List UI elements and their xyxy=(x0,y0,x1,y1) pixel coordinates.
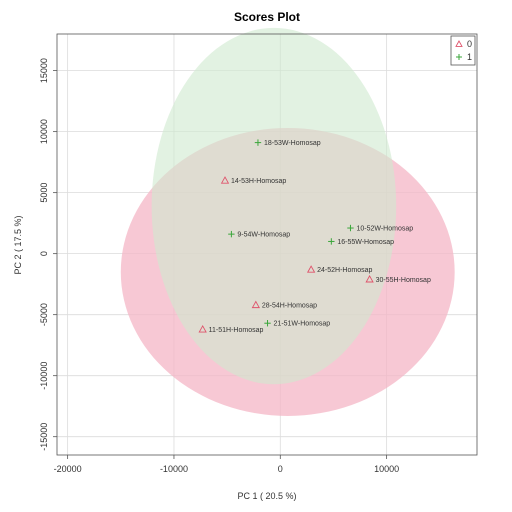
legend-label-0: 0 xyxy=(467,39,472,49)
x-axis-label: PC 1 ( 20.5 %) xyxy=(237,491,296,501)
y-tick-label: 10000 xyxy=(39,119,49,144)
x-tick-label: 10000 xyxy=(374,464,399,474)
point-marker-group-0 xyxy=(251,300,261,309)
legend: 01 xyxy=(450,35,476,66)
x-tick-label: -10000 xyxy=(160,464,188,474)
point-label: 14-53H-Homosap xyxy=(231,178,286,185)
y-tick-label: 5000 xyxy=(39,183,49,203)
x-tick-label: -20000 xyxy=(54,464,82,474)
point-marker-group-0 xyxy=(365,274,374,283)
y-tick-label: 0 xyxy=(39,251,49,256)
point-marker-group-1 xyxy=(228,230,235,238)
x-tick-label: 0 xyxy=(278,464,283,474)
y-tick-label: -10000 xyxy=(39,362,49,390)
point-marker-group-0 xyxy=(306,265,316,273)
y-axis-label: PC 2 ( 17.5 %) xyxy=(13,215,23,274)
point-marker-group-0 xyxy=(198,324,207,333)
y-tick-label: -15000 xyxy=(39,423,49,451)
chart-title: Scores Plot xyxy=(234,10,300,24)
point-label: 24-52H-Homosap xyxy=(317,267,372,274)
ellipse-group-1 xyxy=(151,27,397,385)
point-marker-group-0 xyxy=(220,176,230,184)
point-label: 16-55W-Homosap xyxy=(337,239,394,246)
point-label: 11-51H-Homosap xyxy=(209,327,264,334)
point-label: 28-54H-Homosap xyxy=(262,302,317,309)
point-label: 10-52W-Homosap xyxy=(356,226,413,233)
plot-area: 14-53H-Homosap 24-52H-Homosap 30-55H-Homos… xyxy=(39,27,478,474)
point-label: 18-53W-Homosap xyxy=(264,140,321,147)
legend-label-1: 1 xyxy=(467,52,472,62)
point-marker-group-1 xyxy=(264,320,271,327)
legend-box xyxy=(450,35,476,66)
legend-marker-1 xyxy=(456,54,462,60)
legend-marker-0 xyxy=(455,40,463,47)
plot-border xyxy=(56,33,478,456)
y-tick-label: 15000 xyxy=(39,58,49,83)
point-label: 30-55H-Homosap xyxy=(376,277,431,284)
point-marker-group-1 xyxy=(254,139,262,146)
point-marker-group-1 xyxy=(347,224,354,232)
point-label: 9-54W-Homosap xyxy=(237,232,290,239)
point-marker-group-1 xyxy=(328,238,335,245)
y-tick-label: -5000 xyxy=(39,303,49,326)
point-label: 21-51W-Homosap xyxy=(274,321,331,328)
